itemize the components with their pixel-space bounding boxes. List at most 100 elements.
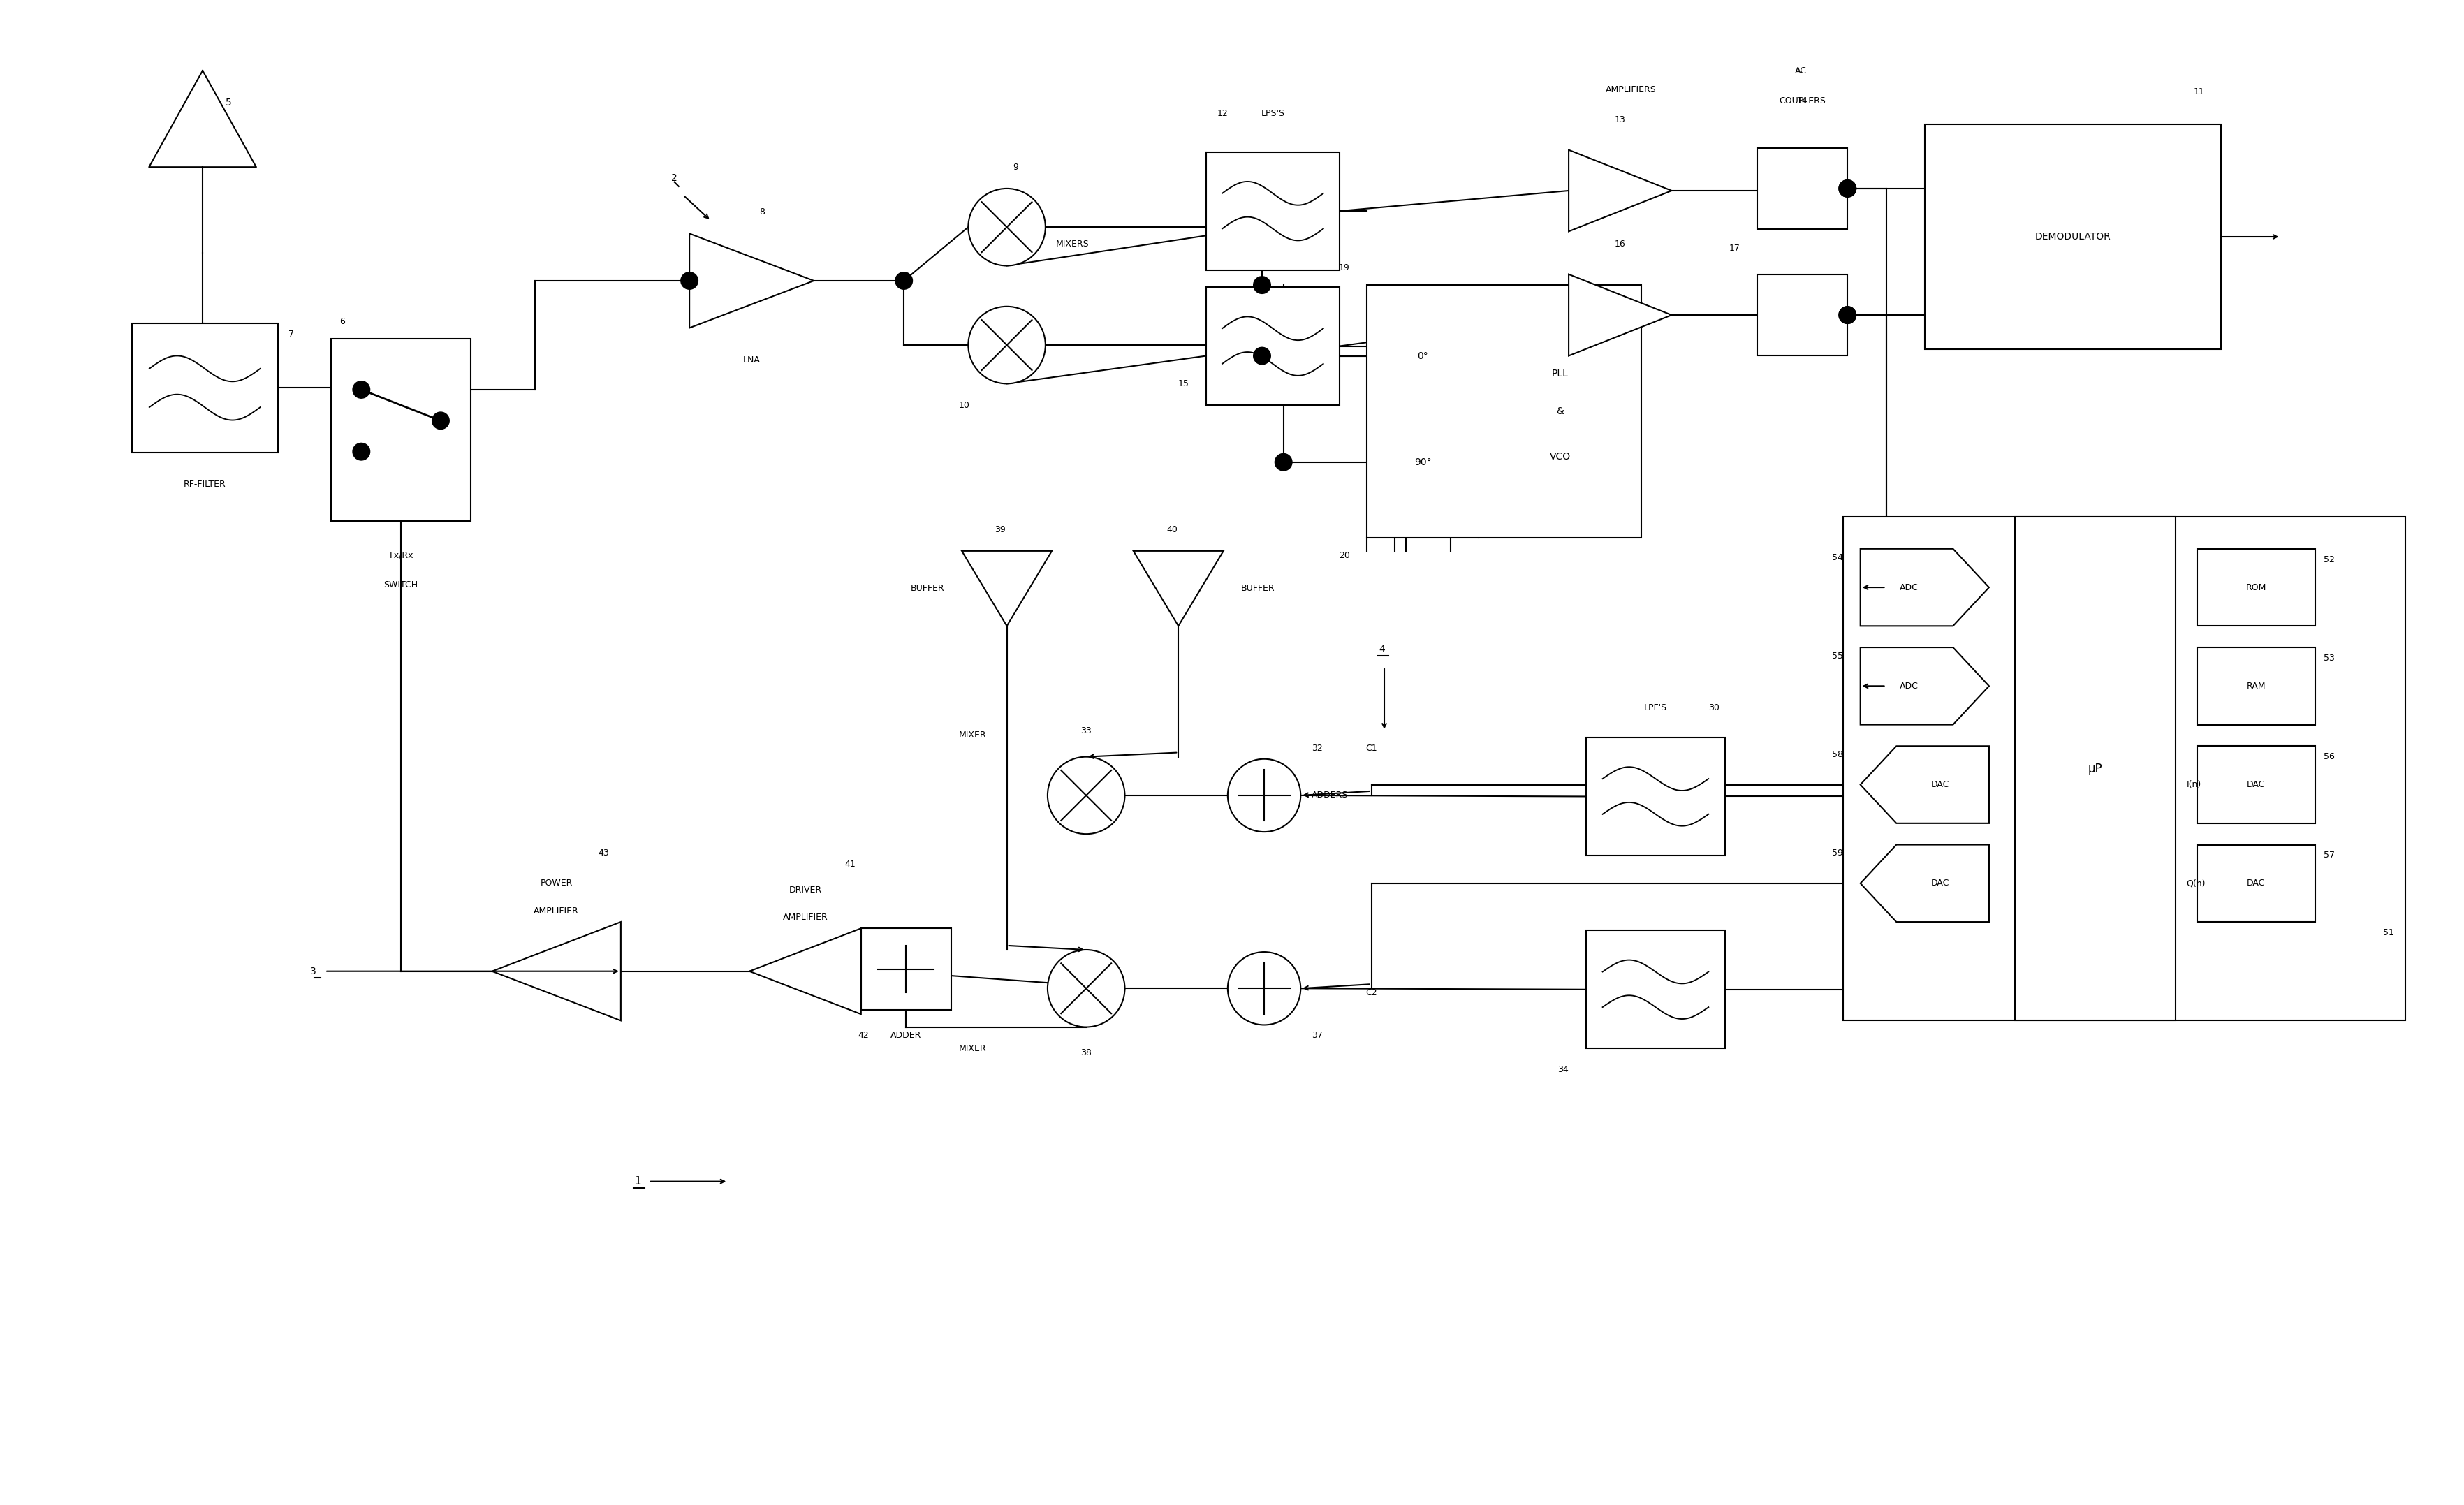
Circle shape [680,272,697,289]
Polygon shape [1570,150,1671,232]
Text: 5: 5 [224,98,232,108]
Text: µP: µP [2087,763,2102,775]
Bar [133,324,278,453]
Text: 51: 51 [2383,929,2395,938]
Text: DAC: DAC [1932,879,1949,888]
Circle shape [1838,307,1855,324]
Text: 8: 8 [759,208,766,217]
Bar [2198,647,2316,724]
Text: ADC: ADC [1900,682,1919,691]
Text: 13: 13 [1614,116,1626,125]
Polygon shape [1860,746,1988,823]
Text: 9: 9 [1013,163,1018,172]
Bar [1924,125,2220,349]
Text: 54: 54 [1833,552,1843,561]
Text: 55: 55 [1833,652,1843,661]
Circle shape [431,412,448,429]
Polygon shape [749,929,860,1014]
Bar [2016,516,2176,1020]
Text: 57: 57 [2324,850,2336,859]
Bar [2198,844,2316,923]
Text: RF-FILTER: RF-FILTER [182,480,227,489]
Text: ADDERS: ADDERS [1311,790,1348,801]
Bar [860,929,951,1010]
Circle shape [968,188,1045,266]
Bar [330,339,471,521]
Text: 34: 34 [1557,1066,1570,1075]
Circle shape [1047,950,1124,1026]
Polygon shape [493,923,621,1020]
Text: DEMODULATOR: DEMODULATOR [2035,232,2112,242]
Text: AMPLIFIERS: AMPLIFIERS [1607,86,1656,95]
Text: AC-: AC- [1794,66,1811,75]
Text: 43: 43 [599,849,609,858]
Text: RAM: RAM [2247,682,2264,691]
Text: Tx/Rx: Tx/Rx [389,551,414,560]
Text: ROM: ROM [2245,582,2267,591]
Circle shape [1227,953,1301,1025]
Polygon shape [690,233,813,328]
Polygon shape [1860,549,1988,626]
Text: 52: 52 [2324,555,2336,564]
Text: 3: 3 [310,966,315,977]
Text: MIXER: MIXER [958,1044,986,1054]
Text: 0°: 0° [1417,351,1429,361]
Text: MIXER: MIXER [958,731,986,740]
Text: COUPLERS: COUPLERS [1779,96,1826,105]
Text: 40: 40 [1165,525,1178,534]
Text: 19: 19 [1338,263,1350,272]
Bar [1587,737,1725,855]
Text: 58: 58 [1833,749,1843,759]
Text: 39: 39 [995,525,1005,534]
Text: 10: 10 [958,400,968,409]
Circle shape [352,442,370,461]
Text: 1: 1 [636,1175,641,1186]
Polygon shape [961,551,1052,626]
Text: 4: 4 [1380,644,1385,655]
Text: 90°: 90° [1414,458,1432,467]
Bar [2198,746,2316,823]
Circle shape [968,307,1045,384]
Text: LPF'S: LPF'S [1643,703,1668,712]
Text: 56: 56 [2324,752,2336,762]
Circle shape [1254,277,1271,293]
Text: AMPLIFIER: AMPLIFIER [784,914,828,923]
Text: POWER: POWER [540,879,572,888]
Polygon shape [1570,274,1671,355]
Circle shape [1838,181,1855,197]
Text: VCO: VCO [1550,452,1570,462]
Text: LNA: LNA [744,355,761,364]
Bar [1843,516,2405,1020]
Bar [1587,930,1725,1049]
Circle shape [894,272,912,289]
Circle shape [1047,757,1124,834]
Text: MIXERS: MIXERS [1057,239,1089,248]
Text: SWITCH: SWITCH [384,581,419,590]
Text: AMPLIFIER: AMPLIFIER [535,906,579,915]
Bar [1207,287,1340,405]
Text: C2: C2 [1365,989,1377,998]
Polygon shape [1860,647,1988,724]
Text: &: & [1557,406,1565,417]
Text: 16: 16 [1614,239,1626,248]
Text: I(n): I(n) [2186,780,2200,789]
Text: BUFFER: BUFFER [1239,584,1274,593]
Text: 42: 42 [857,1031,870,1040]
Circle shape [1838,307,1855,324]
Text: C1: C1 [1365,743,1377,752]
Text: 59: 59 [1833,849,1843,858]
Circle shape [1838,181,1855,197]
Circle shape [1254,348,1271,364]
Text: DAC: DAC [2247,879,2264,888]
Text: LPS'S: LPS'S [1262,108,1284,117]
Text: ADC: ADC [1900,582,1919,591]
Polygon shape [1860,844,1988,923]
Text: 15: 15 [1178,379,1190,388]
Circle shape [1227,759,1301,832]
Circle shape [352,381,370,399]
Text: BUFFER: BUFFER [912,584,944,593]
Text: 7: 7 [288,330,293,339]
Text: ADDER: ADDER [890,1031,922,1040]
Text: DAC: DAC [2247,780,2264,789]
Text: 11: 11 [2193,87,2205,96]
